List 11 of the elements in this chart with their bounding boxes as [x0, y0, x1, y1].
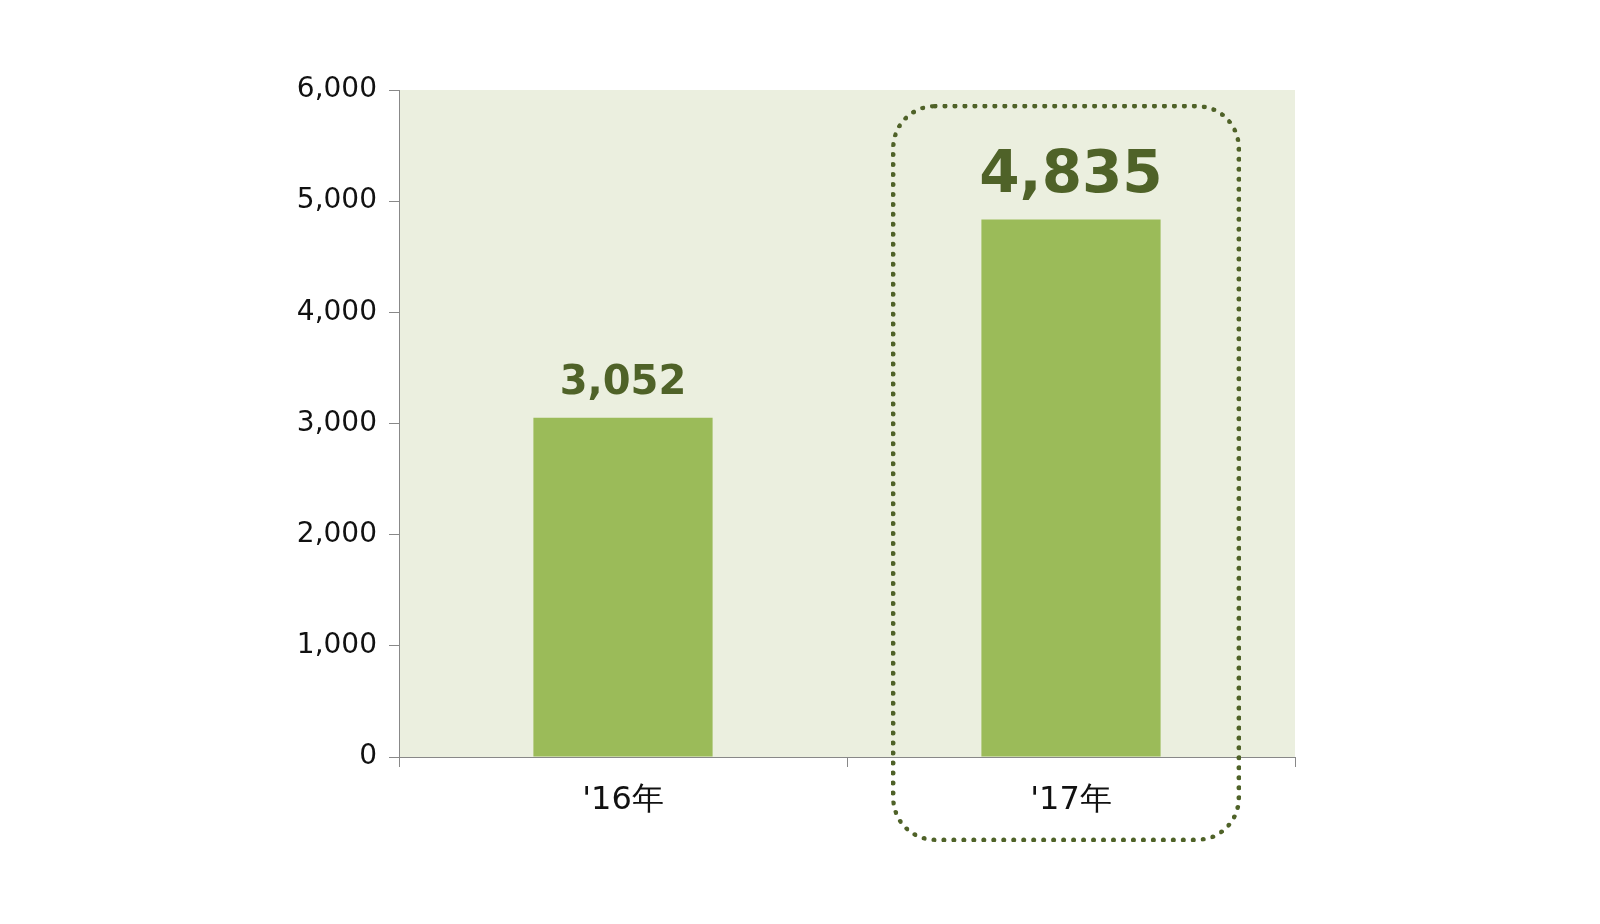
y-tick-label: 5,000 [296, 182, 377, 216]
data-label: 4,835 [979, 137, 1163, 206]
y-tick-label: 2,000 [296, 515, 377, 549]
y-tick-label: 6,000 [296, 71, 377, 105]
y-tick-label: 1,000 [296, 627, 377, 661]
x-tick-label: '17年 [1030, 778, 1112, 817]
x-tick-label: '16年 [582, 778, 664, 817]
data-label: 3,052 [559, 357, 687, 404]
y-tick-label: 0 [359, 738, 377, 772]
y-tick-label: 3,000 [296, 404, 377, 438]
y-tick-label: 4,000 [296, 293, 377, 327]
